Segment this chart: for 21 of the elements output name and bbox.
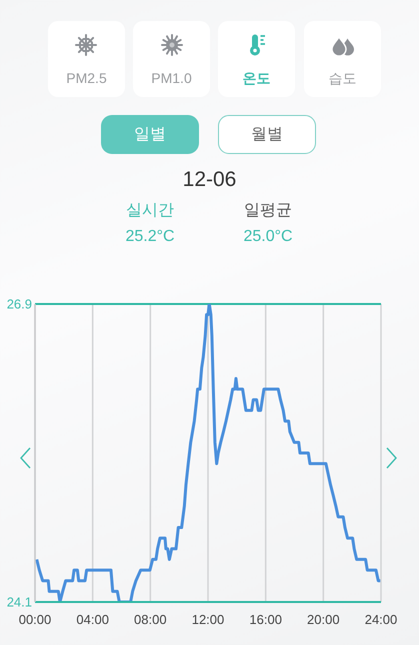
x-tick-label: 08:00 — [134, 612, 167, 628]
y-tick-label: 26.9 — [6, 296, 32, 312]
toggle-button: 월별 — [218, 115, 316, 154]
x-tick-label: 12:00 — [192, 612, 224, 628]
x-tick-label: 24:00 — [364, 612, 398, 628]
y-tick-label: 24.1 — [6, 594, 32, 610]
x-tick-label: 16:00 — [249, 612, 282, 628]
text: 실시간 — [125, 201, 175, 221]
text: 25.2°C — [124, 227, 176, 247]
chart-title: 12-06 — [182, 167, 238, 193]
x-tick-label: 00:00 — [18, 612, 52, 628]
text: 습도 — [328, 69, 358, 87]
text: 온도 — [242, 69, 272, 87]
line-series — [35, 304, 381, 602]
x-tick-label: 04:00 — [76, 612, 109, 628]
text: 25.0°C — [242, 227, 294, 247]
toggle-button: 일별 — [101, 115, 199, 154]
text: PM2.5 — [65, 69, 108, 87]
x-tick-label: 20:00 — [307, 612, 340, 628]
text: 일평균 — [243, 201, 293, 221]
text: PM1.0 — [150, 69, 193, 87]
